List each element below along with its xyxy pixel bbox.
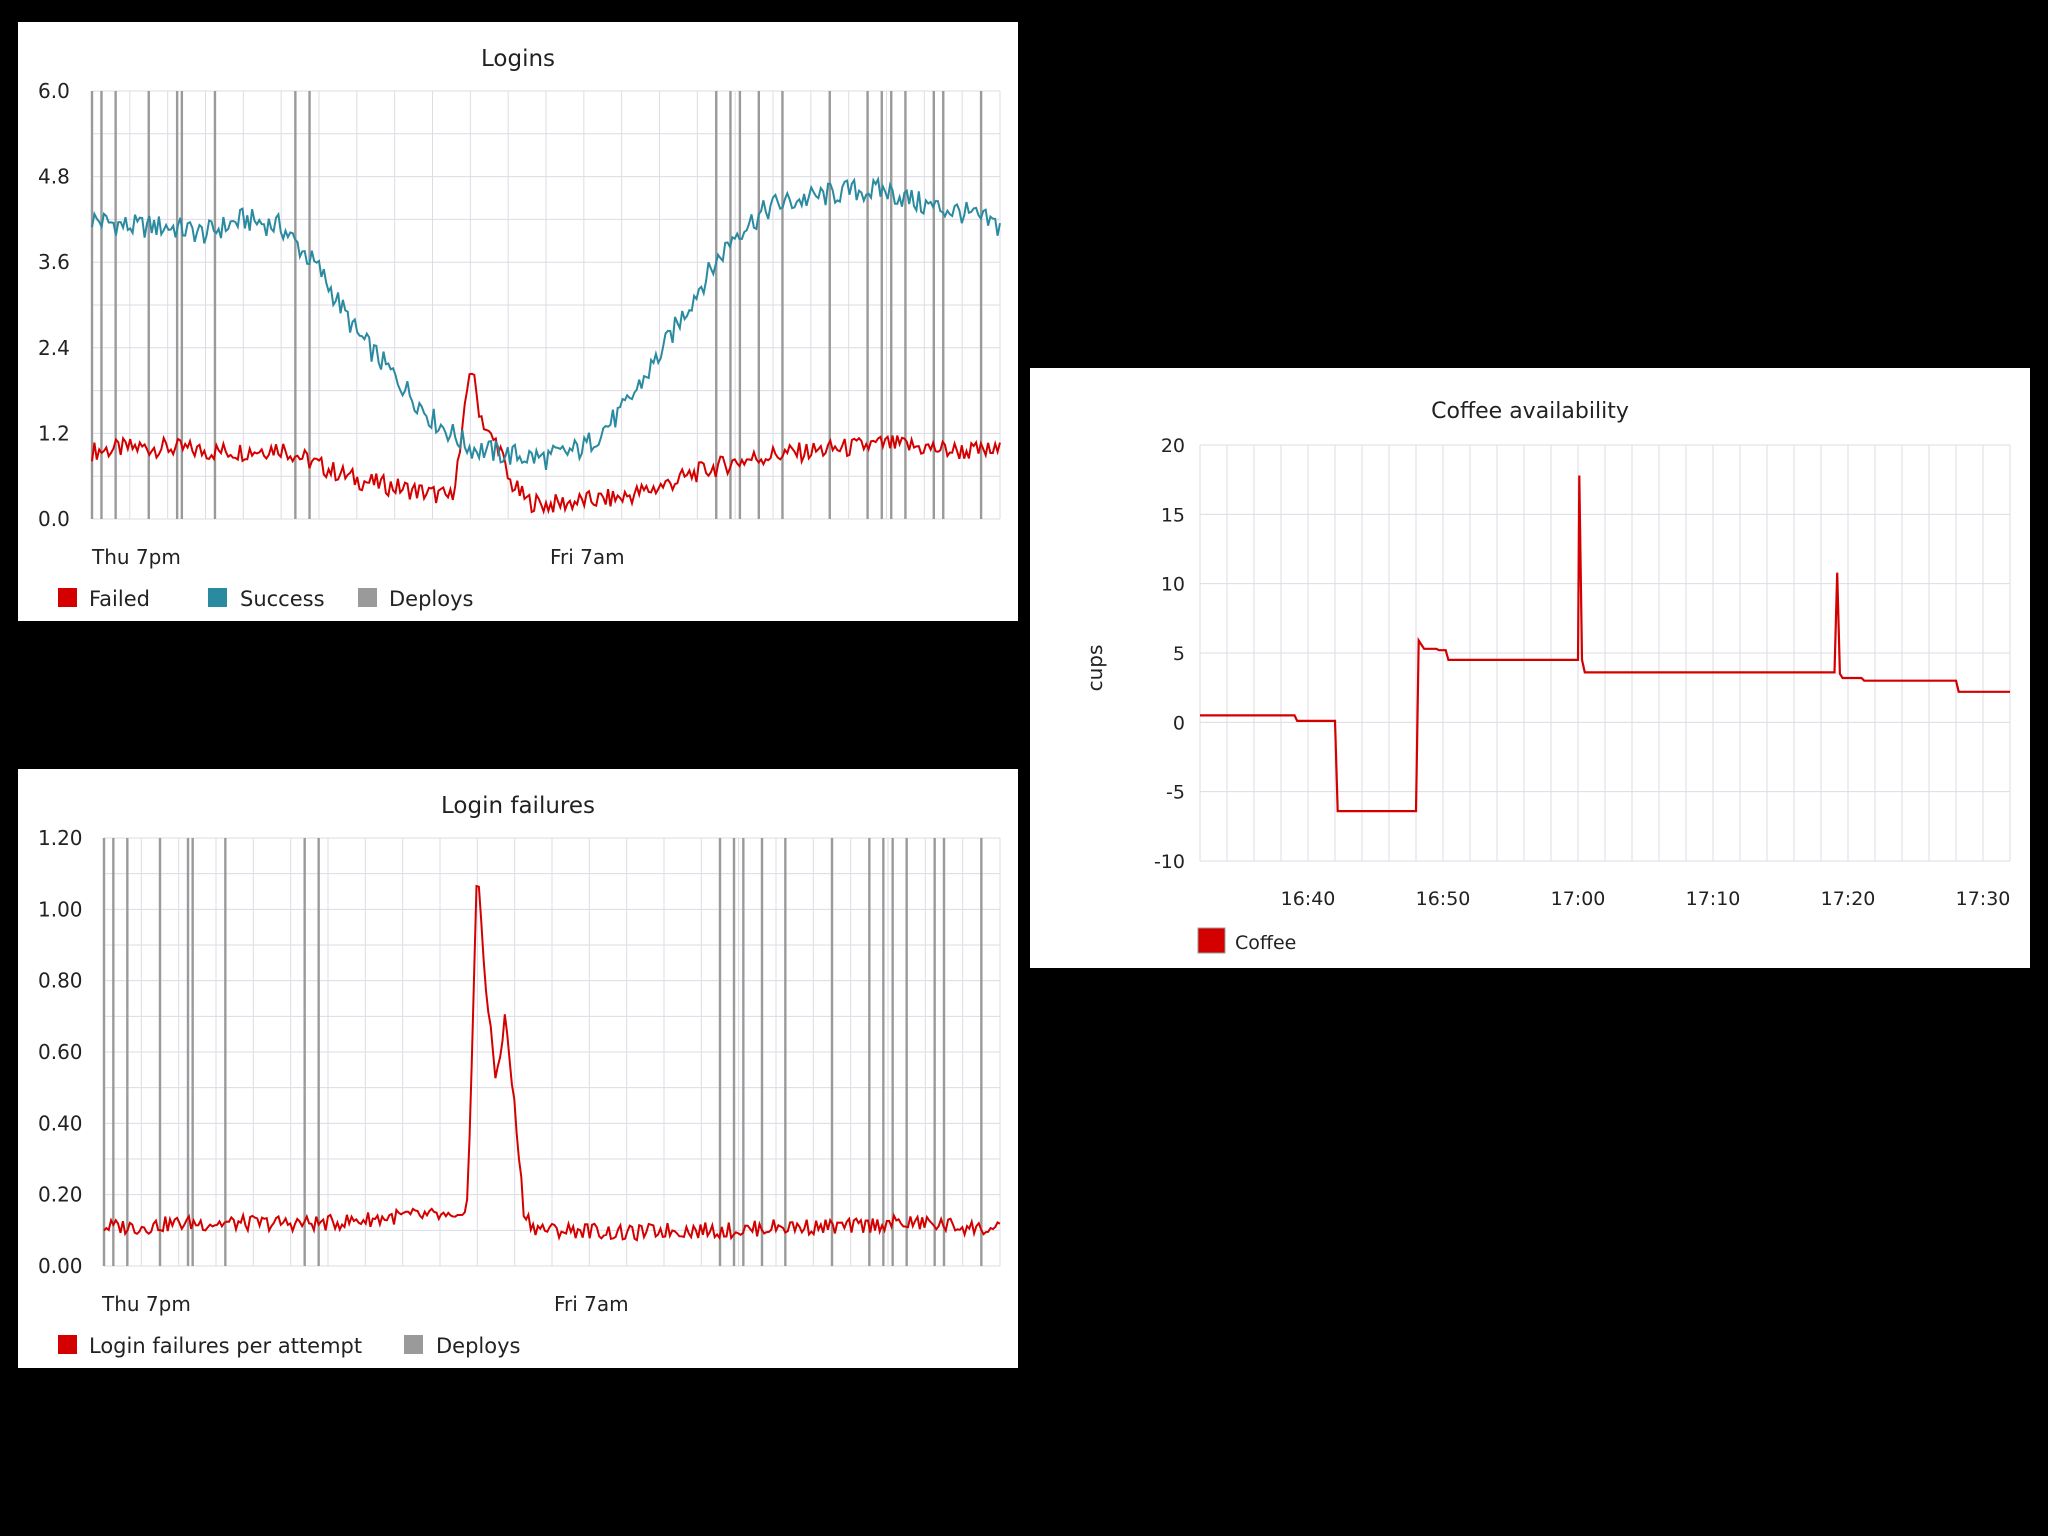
x-tick-label: Fri 7am <box>550 545 625 569</box>
y-axis-ticks: 0.00 0.20 0.40 0.60 0.80 1.00 1.20 <box>38 826 83 1278</box>
coffee-chart: Coffee availability cups -10 -5 0 5 10 15 20 1… <box>1083 399 2011 954</box>
x-tick-label: Thu 7pm <box>101 1292 191 1316</box>
legend-label: Success <box>240 587 325 611</box>
y-tick-label: 0.60 <box>38 1040 83 1064</box>
y-tick-label: 20 <box>1161 435 1185 457</box>
gridlines <box>1199 444 2011 862</box>
legend: Login failures per attempt Deploys <box>58 1334 520 1358</box>
y-tick-label: -10 <box>1154 851 1185 873</box>
x-tick-label: 16:50 <box>1416 888 1471 910</box>
deploy-markers <box>102 838 983 1266</box>
y-tick-label: 3.6 <box>38 250 70 274</box>
legend-swatch-failures <box>58 1335 77 1354</box>
series-line <box>91 372 1001 515</box>
legend-swatch-deploys <box>404 1335 423 1354</box>
y-tick-label: 4.8 <box>38 165 70 189</box>
y-tick-label: -5 <box>1166 782 1185 804</box>
y-tick-label: 0.20 <box>38 1183 83 1207</box>
logins-chart: Logins 0.0 1.2 2.4 3.6 4.8 6.0 Thu 7pm Fri 7a… <box>38 46 1001 611</box>
y-tick-label: 15 <box>1161 504 1185 526</box>
gridlines <box>103 837 1001 1267</box>
coffee-chart-panel: Coffee availability cups -10 -5 0 5 10 15 20 1… <box>1030 368 2030 968</box>
legend-swatch-success <box>208 588 227 607</box>
y-axis-ticks: -10 -5 0 5 10 15 20 <box>1154 435 1185 873</box>
deploy-markers <box>90 91 983 519</box>
y-axis-ticks: 0.0 1.2 2.4 3.6 4.8 6.0 <box>38 79 70 531</box>
login-failures-chart: Login failures 0.00 0.20 0.40 0.60 0.80 1.00 1… <box>38 793 1001 1358</box>
y-tick-label: 10 <box>1161 574 1185 596</box>
y-tick-label: 0.40 <box>38 1111 83 1135</box>
legend-label: Failed <box>89 587 150 611</box>
y-tick-label: 5 <box>1173 643 1185 665</box>
y-tick-label: 6.0 <box>38 79 70 103</box>
y-tick-label: 0.0 <box>38 507 70 531</box>
series-lines <box>1200 475 2010 813</box>
y-tick-label: 1.2 <box>38 421 70 445</box>
series-line <box>91 175 1001 471</box>
x-tick-label: Thu 7pm <box>91 545 181 569</box>
legend-label: Deploys <box>389 587 473 611</box>
legend: Coffee <box>1197 927 1296 954</box>
legend-label: Deploys <box>436 1334 520 1358</box>
y-tick-label: 1.00 <box>38 897 83 921</box>
legend-swatch-coffee <box>1197 927 1226 954</box>
x-tick-label: 17:20 <box>1821 888 1876 910</box>
chart-title: Logins <box>481 46 555 72</box>
y-tick-label: 2.4 <box>38 336 70 360</box>
x-tick-label: 17:00 <box>1551 888 1606 910</box>
legend-label: Coffee <box>1235 932 1296 954</box>
legend-swatch-deploys <box>358 588 377 607</box>
x-tick-label: 16:40 <box>1281 888 1336 910</box>
y-tick-label: 0.80 <box>38 969 83 993</box>
legend-swatch-failed <box>58 588 77 607</box>
x-axis-ticks: 16:40 16:50 17:00 17:10 17:20 17:30 <box>1281 888 2011 910</box>
chart-title: Login failures <box>441 793 595 819</box>
y-tick-label: 0 <box>1173 712 1185 734</box>
legend: Failed Success Deploys <box>58 587 473 611</box>
chart-title: Coffee availability <box>1431 399 1629 424</box>
logins-chart-panel: Logins 0.0 1.2 2.4 3.6 4.8 6.0 Thu 7pm Fri 7a… <box>18 22 1018 621</box>
y-axis-label: cups <box>1083 645 1107 692</box>
login-failures-chart-panel: Login failures 0.00 0.20 0.40 0.60 0.80 1.00 1… <box>18 769 1018 1368</box>
series-lines <box>103 884 1001 1242</box>
series-line <box>103 884 1001 1242</box>
series-lines <box>91 175 1001 515</box>
legend-label: Login failures per attempt <box>89 1334 362 1358</box>
series-line <box>1200 475 2010 813</box>
x-tick-label: 17:30 <box>1956 888 2011 910</box>
x-tick-label: Fri 7am <box>554 1292 629 1316</box>
y-tick-label: 0.00 <box>38 1254 83 1278</box>
y-tick-label: 1.20 <box>38 826 83 850</box>
x-tick-label: 17:10 <box>1686 888 1741 910</box>
